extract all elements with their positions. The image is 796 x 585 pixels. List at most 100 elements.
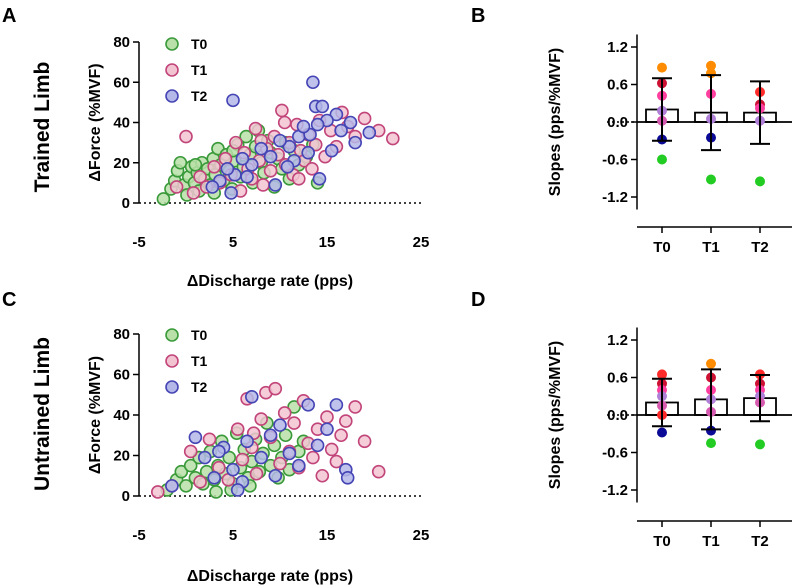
panel-b-subject-dot-t0	[657, 154, 667, 165]
panel-a-point-t1	[186, 186, 201, 200]
panel-c-point-t2	[291, 458, 306, 473]
panel-c-y-axis-label: ΔForce (%MVF)	[87, 356, 104, 474]
panel-a-ytick-label: 0	[122, 195, 130, 212]
panel-a-point-t2	[268, 178, 283, 192]
panel-c-legend-label-t2: T2	[191, 379, 208, 395]
panel-c-point-t2	[240, 434, 254, 449]
panel-c-point-t2	[254, 450, 269, 465]
panel-a-point-t2	[334, 123, 348, 138]
panel-a-legend-label-t2: T2	[191, 88, 208, 104]
row-label-trained: Trained Limb	[31, 62, 54, 193]
panel-b-subject-dot-t2	[755, 176, 765, 187]
panel-b-ytick-label: 0.6	[607, 77, 628, 94]
panel-d-subject-dot-t0	[657, 427, 667, 438]
panel-c-point-t0	[287, 400, 301, 414]
panel-a-point-t1	[207, 159, 221, 174]
panel-c-point-t1	[230, 422, 245, 436]
panel-c-point-t1	[334, 428, 348, 443]
panel-c-point-t0	[183, 458, 198, 473]
panel-d-subject-dot-t2	[755, 439, 765, 450]
panel-b-ytick-label: 0.0	[607, 114, 628, 131]
panel-a-xtick-label: -5	[132, 234, 145, 251]
panel-d-xtick-label-t2: T2	[751, 533, 769, 550]
panel-d-subject-dot-t1	[706, 438, 716, 449]
panel-a-xtick-label: 5	[229, 234, 237, 251]
panel-c-ytick-label: 20	[113, 448, 130, 465]
panel-c-point-t2	[212, 444, 226, 459]
panel-d-subject-dot-t1	[706, 425, 716, 436]
panel-c-point-t0	[174, 464, 189, 479]
panel-a-ytick-label: 40	[113, 115, 130, 132]
panel-a-point-t2	[235, 151, 250, 166]
panel-d-ytick-label: -1.2	[602, 482, 628, 499]
panel-a-point-t2	[315, 99, 330, 114]
panel-b-ytick-label: -1.2	[602, 189, 628, 206]
panel-c-point-t2	[245, 389, 259, 404]
panel-a-point-t2	[312, 172, 327, 186]
row-label-untrained: Untrained Limb	[31, 337, 54, 491]
panel-a-point-t0	[173, 155, 188, 170]
panel-c-point-t1	[183, 444, 198, 459]
panel-c-point-t1	[306, 450, 320, 465]
panel-c-scatter: 0 20 40 60 80 -5 5 15 25 ΔDischarge rate (pps) ΔFo…	[87, 326, 429, 585]
panel-a-legend-marker-t1	[165, 63, 179, 77]
panel-a-point-t2	[205, 180, 220, 194]
panel-a-point-t2	[224, 186, 238, 200]
panel-b-xtick-label-t0: T0	[653, 239, 671, 256]
panel-b-xtick-label-t2: T2	[751, 239, 769, 256]
panel-d-ytick-label: 0.0	[607, 407, 628, 424]
panel-d-xtick-label-t1: T1	[702, 533, 720, 550]
panel-a-point-t1	[291, 172, 306, 186]
panel-c-point-t1	[277, 406, 292, 420]
panel-c-xtick-label: -5	[132, 527, 145, 544]
panel-a-scatter: 0 20 40 60 80 -5 5 15 25 ΔDischarge rate (pps) ΔFo…	[87, 34, 429, 290]
panel-d-ytick-label: 1.2	[607, 332, 628, 349]
panel-c-ytick-label: 0	[122, 488, 130, 505]
panel-a-point-t1	[385, 131, 400, 146]
panel-c-point-t1	[268, 381, 283, 396]
panel-a-point-t2	[343, 115, 358, 130]
panel-a-point-t1	[256, 178, 270, 192]
panel-a-point-t2	[348, 135, 363, 150]
panel-c-legend-label-t0: T0	[191, 327, 208, 343]
panel-a-point-t2	[263, 149, 278, 164]
panel-a-point-t1	[275, 103, 289, 118]
panel-a-point-t1	[179, 129, 193, 144]
panel-d-y-axis-label: Slopes (pps/%MVF)	[547, 341, 564, 489]
panel-a-xtick-label: 25	[413, 234, 430, 251]
panel-c-point-t2	[340, 470, 355, 485]
panel-a-y-axis-label: ΔForce (%MVF)	[87, 63, 104, 181]
panel-c-legend-marker-t0	[165, 328, 179, 342]
panel-b-bar: -1.2 -0.6 0.0 0.6 1.2 T0 T1 T2 Slopes (pps/%MVF)	[547, 34, 792, 256]
panel-b-y-axis-label: Slopes (pps/%MVF)	[547, 48, 564, 196]
panel-a-x-axis-label: ΔDischarge rate (pps)	[187, 273, 353, 290]
panel-c-point-t2	[320, 422, 334, 436]
panel-a-point-t1	[357, 111, 372, 126]
panel-a-point-t2	[306, 75, 320, 90]
panel-a-point-t2	[310, 117, 325, 132]
panel-a-point-t2	[324, 143, 339, 158]
panel-c-point-t1	[324, 442, 339, 457]
panel-c-point-t1	[329, 454, 344, 469]
panel-a-point-t1	[169, 180, 184, 194]
panel-c-xtick-label: 15	[319, 527, 336, 544]
panel-c-point-t1	[151, 485, 165, 499]
panel-c-point-t2	[268, 468, 283, 483]
panel-a-point-t0	[239, 129, 253, 144]
panel-a-point-t2	[280, 159, 295, 174]
panel-d-xtick-label-t0: T0	[653, 533, 671, 550]
panel-c-point-t2	[301, 398, 316, 412]
panel-b-xtick-label-t1: T1	[702, 239, 720, 256]
panel-label-D: D	[471, 289, 485, 311]
panel-a-point-t1	[248, 121, 263, 136]
panel-c-point-t2	[230, 483, 245, 497]
panel-c-point-t1	[235, 452, 250, 467]
panel-c-point-t1	[273, 456, 287, 471]
panel-c-point-t0	[179, 479, 193, 493]
panel-c-point-t2	[165, 479, 179, 493]
panel-a-point-t1	[229, 135, 243, 150]
panel-a-point-t2	[301, 145, 316, 160]
panel-a-point-t2	[226, 93, 240, 108]
panel-b-ytick-label: 1.2	[607, 39, 628, 56]
